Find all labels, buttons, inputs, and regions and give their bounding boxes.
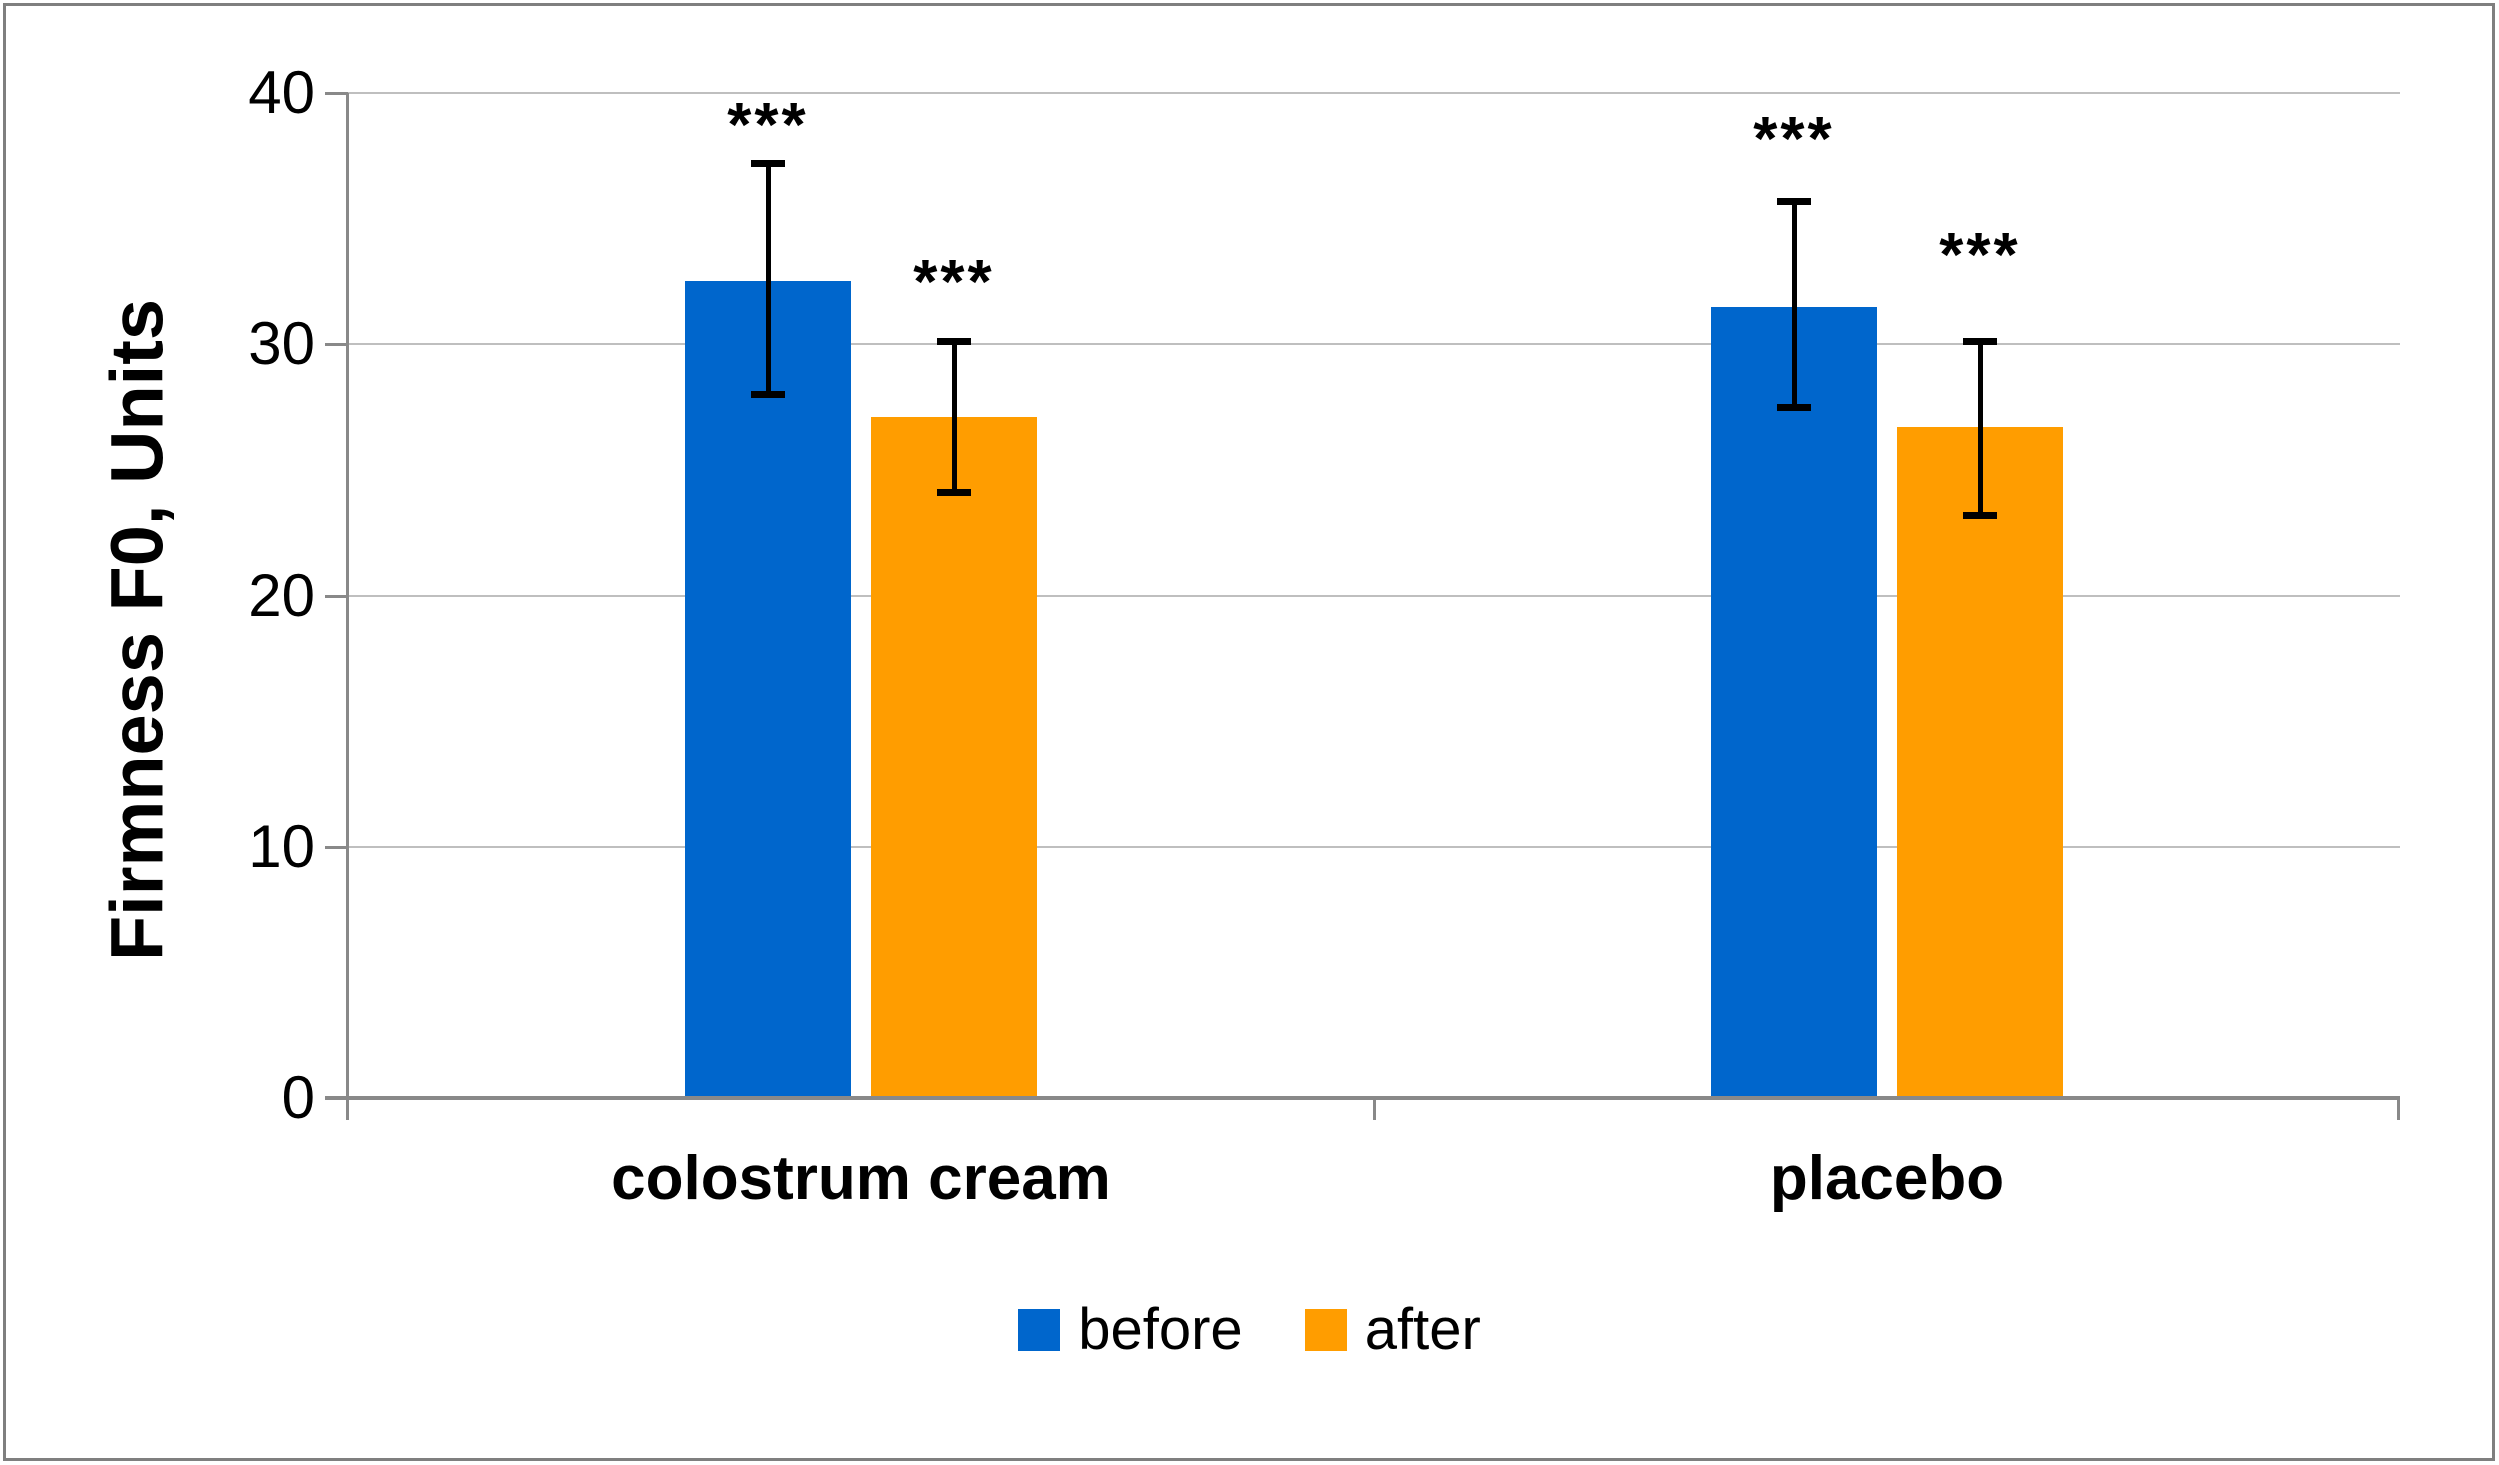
category-tick-end: [2397, 1098, 2400, 1120]
bar-after-0: [871, 417, 1037, 1098]
y-axis-tick: [325, 594, 348, 598]
category-label: placebo: [1769, 1144, 2005, 1213]
x-axis-line: [325, 1096, 2400, 1100]
significance-annotation: ***: [1939, 220, 2021, 290]
y-axis-line: [346, 93, 349, 1120]
significance-annotation: ***: [1753, 105, 1835, 175]
gridline: [348, 343, 2400, 346]
error-bar-cap-top: [751, 159, 785, 167]
error-bar-cap-top: [1963, 338, 1997, 346]
error-bar-cap-bottom: [751, 391, 785, 398]
y-tick-label: 40: [248, 59, 315, 126]
significance-annotation: ***: [913, 247, 995, 317]
bar-before-1: [1711, 306, 1877, 1098]
error-bar-cap-bottom: [1777, 403, 1811, 411]
bar-after-1: [1897, 427, 2063, 1098]
error-bar-line: [951, 341, 957, 493]
y-tick-label: 30: [248, 310, 315, 378]
legend-label: after: [1364, 1297, 1481, 1362]
legend-item-after: after: [1304, 1297, 1481, 1362]
legend-item-before: before: [1018, 1297, 1243, 1362]
gridline: [348, 845, 2400, 848]
significance-annotation: ***: [727, 91, 809, 161]
gridline: [348, 594, 2400, 597]
legend-swatch-icon: [1304, 1309, 1347, 1351]
category-tick: [1373, 1098, 1376, 1120]
gridline: [348, 92, 2400, 94]
y-axis-tick: [325, 343, 348, 347]
bar-before-0: [685, 281, 851, 1098]
error-bar-line: [1791, 201, 1797, 408]
y-axis-tick: [325, 845, 348, 849]
error-bar-cap-top: [937, 338, 971, 346]
error-bar-cap-bottom: [937, 488, 971, 496]
y-axis-tick: [325, 92, 348, 95]
y-tick-label: 0: [281, 1064, 315, 1131]
error-bar-cap-top: [1777, 197, 1811, 205]
legend-swatch-icon: [1018, 1309, 1061, 1351]
legend-label: before: [1078, 1297, 1243, 1362]
y-tick-label: 10: [248, 812, 315, 880]
category-label: colostrum cream: [611, 1144, 1111, 1213]
error-bar-line: [765, 163, 771, 395]
y-axis-title: Firmness F0, Units: [95, 298, 179, 962]
error-bar-line: [1977, 341, 1983, 516]
figure-border: [3, 3, 2495, 1461]
error-bar-cap-bottom: [1963, 511, 1997, 519]
legend: before after: [0, 1298, 2499, 1362]
y-tick-label: 20: [248, 561, 315, 629]
